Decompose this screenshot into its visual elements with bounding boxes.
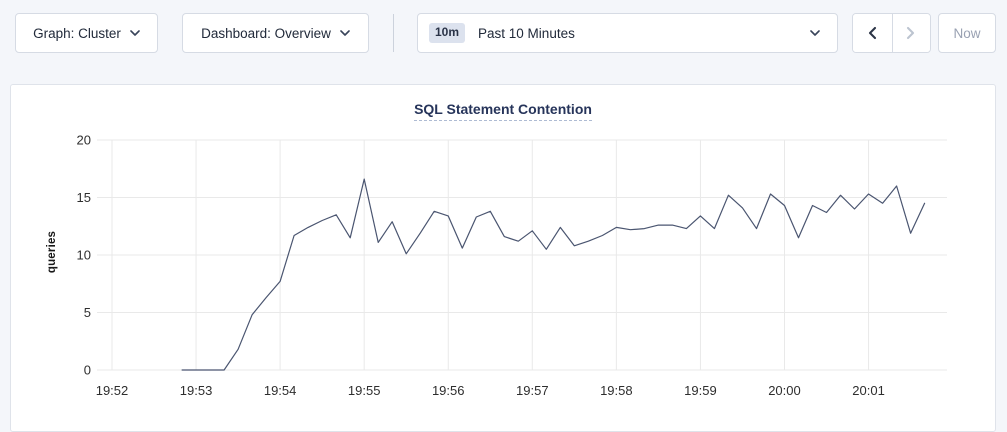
chart-title[interactable]: SQL Statement Contention xyxy=(414,101,592,121)
time-range-label: Past 10 Minutes xyxy=(478,25,575,41)
x-tick-label: 19:56 xyxy=(432,383,465,398)
toolbar: Graph: Cluster Dashboard: Overview 10m P… xyxy=(0,0,1007,66)
time-pager xyxy=(852,13,931,53)
y-tick-label: 20 xyxy=(77,133,91,148)
x-tick-label: 19:54 xyxy=(264,383,297,398)
chevron-down-icon xyxy=(130,30,140,36)
x-tick-label: 19:58 xyxy=(600,383,633,398)
x-tick-label: 20:00 xyxy=(768,383,801,398)
graph-dropdown-label: Graph: Cluster xyxy=(33,25,121,41)
time-range-badge: 10m xyxy=(429,23,466,43)
contention-chart[interactable]: 0 5 10 15 20 19:52 19:53 19:54 19:55 19:56 19:57 19… xyxy=(11,85,995,431)
chart-title-row: SQL Statement Contention xyxy=(11,101,995,121)
x-tick-label: 19:53 xyxy=(180,383,213,398)
now-button[interactable]: Now xyxy=(938,13,996,53)
chevron-right-icon xyxy=(907,26,915,40)
x-tick-label: 19:57 xyxy=(516,383,549,398)
x-tick-label: 19:55 xyxy=(348,383,381,398)
series-line xyxy=(181,178,926,371)
y-tick-label: 10 xyxy=(77,248,91,263)
x-tick-label: 19:52 xyxy=(96,383,129,398)
y-tick-label: 5 xyxy=(84,305,91,320)
dashboard-dropdown-label: Dashboard: Overview xyxy=(201,25,331,41)
graph-dropdown[interactable]: Graph: Cluster xyxy=(15,13,158,53)
y-tick-label: 0 xyxy=(84,363,91,378)
x-tick-label: 19:59 xyxy=(684,383,717,398)
time-range-dropdown[interactable]: 10m Past 10 Minutes xyxy=(417,13,838,53)
chart-card: 0 5 10 15 20 19:52 19:53 19:54 19:55 19:56 19:57 19… xyxy=(10,84,996,432)
x-tick-label: 20:01 xyxy=(852,383,885,398)
toolbar-divider xyxy=(393,14,394,52)
time-prev-button[interactable] xyxy=(853,14,892,52)
y-axis-title: queries xyxy=(46,230,58,274)
chevron-down-icon xyxy=(810,30,820,36)
time-next-button[interactable] xyxy=(891,14,930,52)
chevron-down-icon xyxy=(340,30,350,36)
y-tick-label: 15 xyxy=(77,190,91,205)
dashboard-dropdown[interactable]: Dashboard: Overview xyxy=(182,13,369,53)
chevron-left-icon xyxy=(869,26,877,40)
